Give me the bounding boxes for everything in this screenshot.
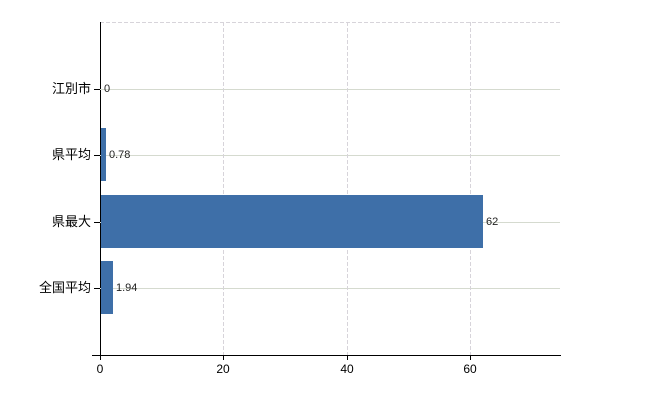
x-tick-label: 0 <box>96 362 104 376</box>
value-label: 1.94 <box>116 282 138 294</box>
grid-line-horizontal <box>100 155 560 156</box>
x-axis <box>92 355 561 356</box>
bar <box>101 195 483 248</box>
category-label: 江別市 <box>51 81 91 96</box>
x-axis-tick <box>223 356 224 360</box>
y-axis-tick <box>94 155 100 156</box>
value-label: 0.78 <box>109 149 131 161</box>
y-axis <box>100 22 101 355</box>
category-label: 全国平均 <box>38 280 91 295</box>
grid-line-vertical <box>470 22 471 355</box>
x-tick-label: 60 <box>463 362 477 376</box>
x-tick-label: 40 <box>340 362 354 376</box>
grid-line-vertical <box>347 22 348 355</box>
y-axis-tick <box>94 288 100 289</box>
plot-top-border <box>100 22 560 23</box>
y-axis-tick <box>94 222 100 223</box>
value-label: 62 <box>486 216 499 228</box>
grid-line-vertical <box>223 22 224 355</box>
x-axis-tick <box>470 356 471 360</box>
grid-line-horizontal <box>100 89 560 90</box>
plot-area: 江別市 0 県平均 0.78 県最大 62 全国平均 1.94 0 20 40 60 <box>39 22 561 376</box>
category-label: 県平均 <box>51 147 91 162</box>
x-axis-tick <box>347 356 348 360</box>
bar <box>101 128 106 181</box>
grid-line-horizontal <box>100 288 560 289</box>
bar <box>101 261 113 314</box>
category-label: 県最大 <box>51 214 91 229</box>
y-axis-tick <box>94 89 100 90</box>
value-label: 0 <box>104 83 111 95</box>
x-axis-tick <box>100 356 101 360</box>
x-tick-label: 20 <box>216 362 230 376</box>
